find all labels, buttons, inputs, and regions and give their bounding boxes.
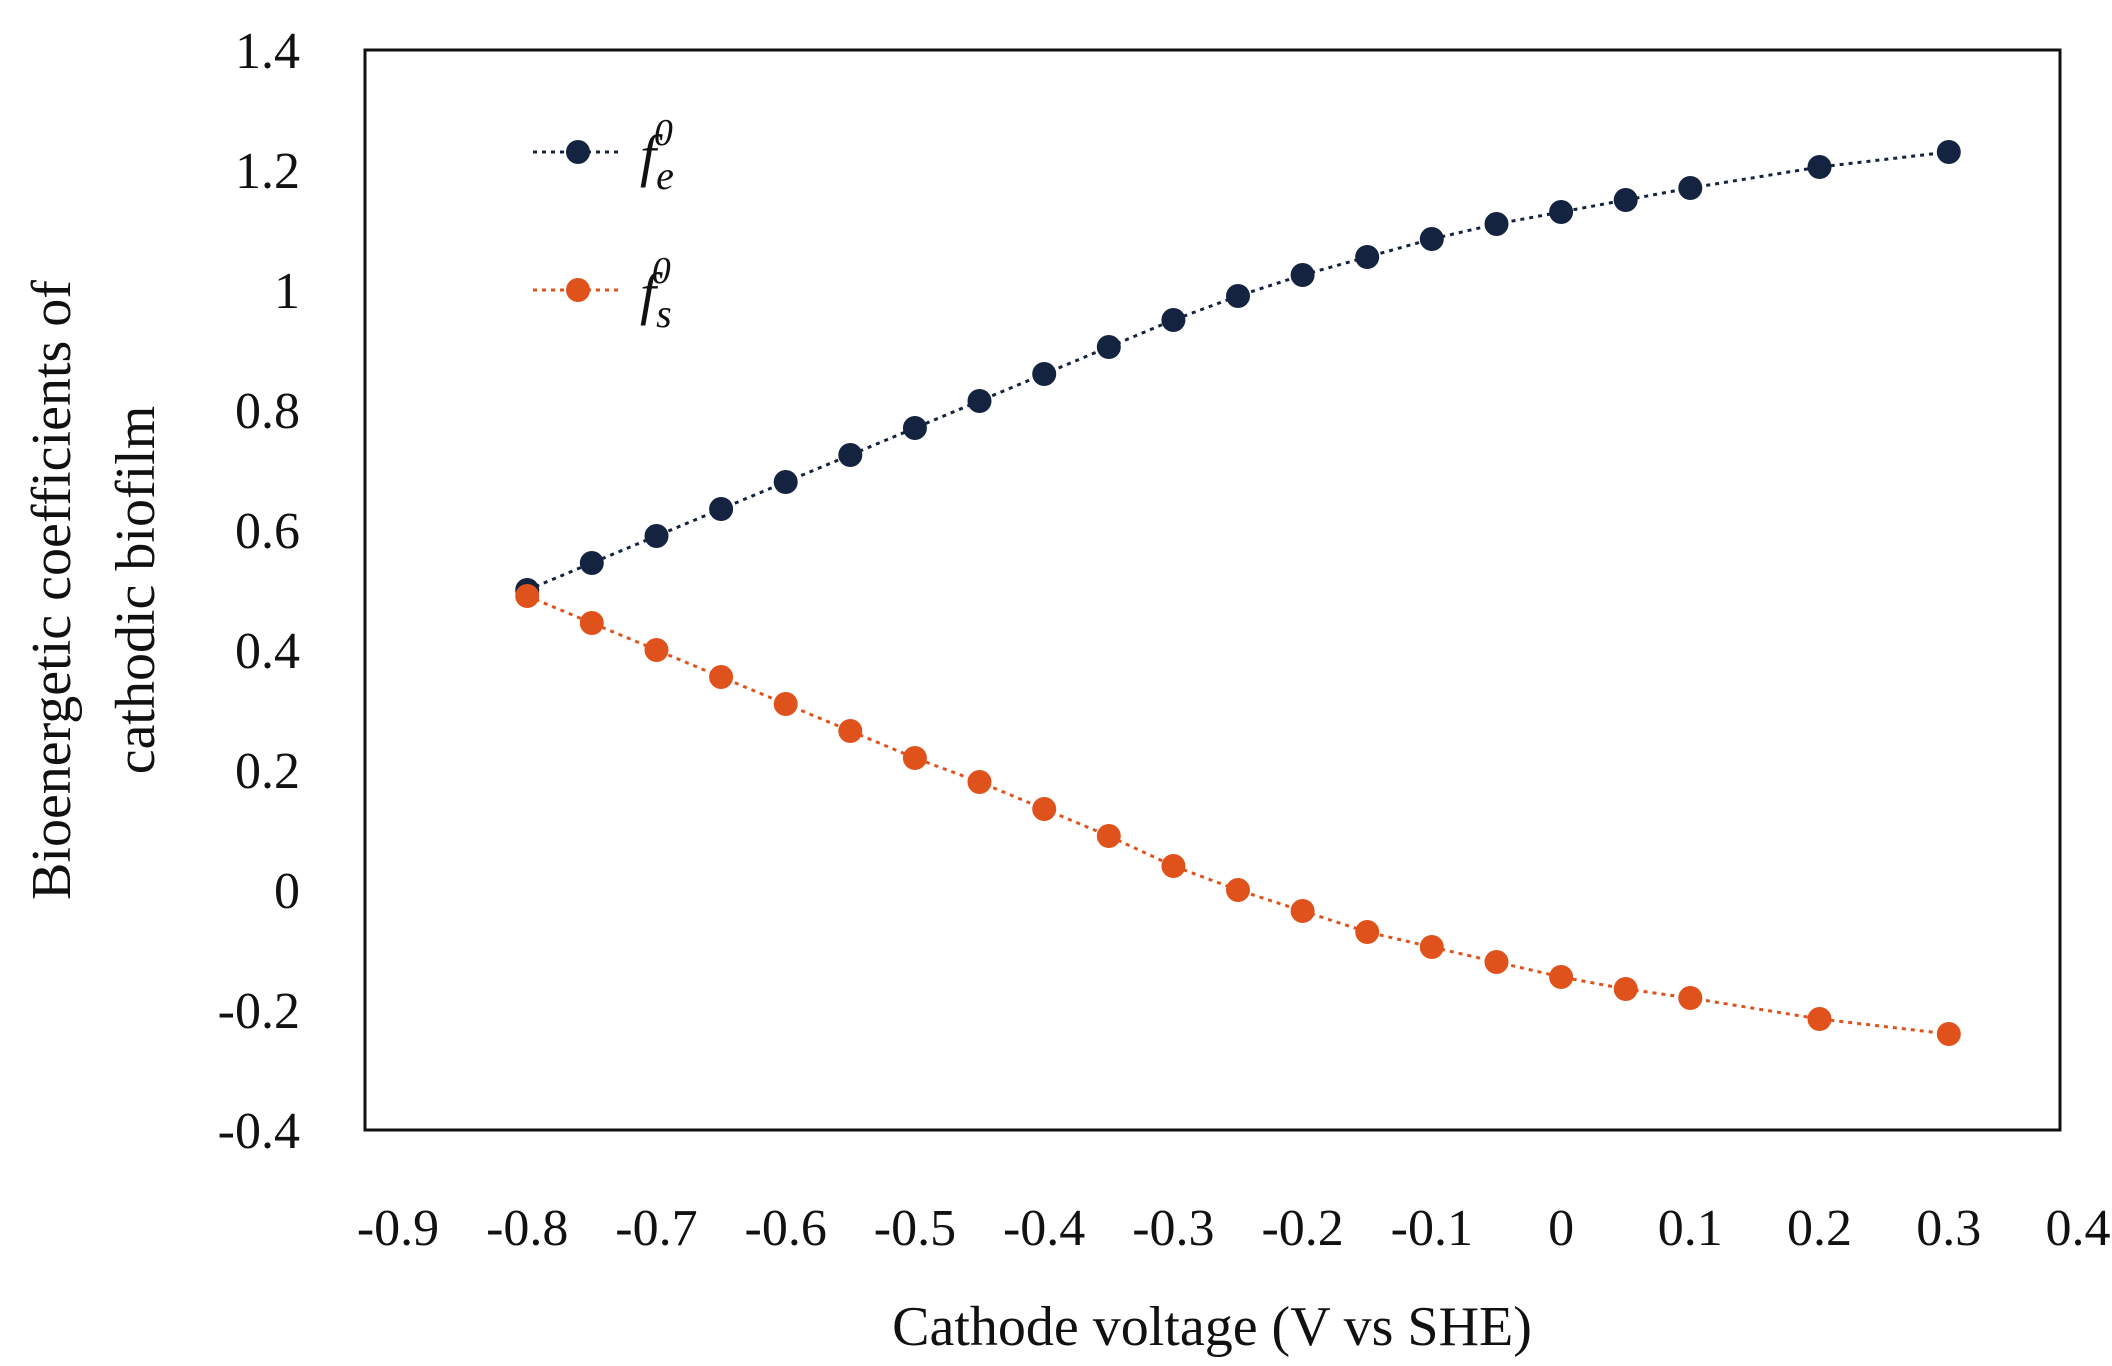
- series-line-fe0: [526, 150, 1949, 592]
- y-tick-label: 1.2: [235, 143, 300, 200]
- data-point-fs0: [579, 611, 604, 635]
- data-point-fe0: [579, 551, 604, 575]
- x-tick-label: -0.7: [615, 1200, 697, 1257]
- data-point-fs0: [1484, 950, 1509, 974]
- data-point-fe0: [1419, 227, 1444, 251]
- x-tick-label: -0.5: [874, 1200, 956, 1257]
- data-point-fs0: [1613, 977, 1638, 1001]
- data-point-fe0: [644, 524, 669, 548]
- data-point-fe0: [1355, 245, 1380, 269]
- data-point-fs0: [1678, 986, 1703, 1010]
- y-axis-title-line-2: cathodic biofilm: [105, 406, 167, 775]
- data-point-fe0: [709, 497, 734, 521]
- y-tick-label: 1.4: [235, 23, 300, 80]
- y-axis-ticks: -0.4 -0.2 0 0.2 0.4 0.6 0.8 1 1.2 1.4: [218, 23, 300, 1160]
- y-tick-label: 0.4: [235, 623, 300, 680]
- data-point-fe0: [1032, 362, 1057, 386]
- x-tick-label: 0.3: [1916, 1200, 1981, 1257]
- x-tick-label: 0.2: [1787, 1200, 1852, 1257]
- x-tick-label: -0.6: [745, 1200, 827, 1257]
- legend-item-fe: fe0: [533, 112, 674, 198]
- x-tick-label: 0.1: [1658, 1200, 1723, 1257]
- data-point-fe0: [1290, 263, 1315, 287]
- legend: fe0 fs0: [533, 112, 674, 336]
- series-fs0: [515, 584, 1961, 1046]
- x-tick-label: 0: [1548, 1200, 1574, 1257]
- x-tick-label: -0.9: [357, 1200, 439, 1257]
- data-point-fs0: [1290, 899, 1315, 923]
- data-point-fe0: [1484, 212, 1509, 236]
- y-axis-title: Bioenergetic coefficients of cathodic bi…: [21, 280, 167, 900]
- legend-marker-fe: [566, 140, 590, 164]
- legend-label-fs: fs0: [640, 250, 672, 336]
- y-tick-label: 0.6: [235, 503, 300, 560]
- x-tick-label: -0.2: [1261, 1200, 1343, 1257]
- data-point-fs0: [1096, 824, 1121, 848]
- x-tick-label: 0.4: [2046, 1200, 2111, 1257]
- y-tick-label: 0: [274, 863, 300, 920]
- legend-item-fs: fs0: [533, 250, 672, 336]
- data-point-fe0: [902, 416, 927, 440]
- data-point-fs0: [644, 638, 669, 662]
- series-layer: [515, 140, 1961, 1046]
- data-point-fs0: [1226, 878, 1250, 902]
- data-point-fe0: [773, 470, 798, 494]
- data-point-fs0: [1807, 1007, 1832, 1031]
- data-point-fe0: [1936, 140, 1961, 164]
- data-point-fs0: [838, 719, 863, 743]
- data-point-fs0: [773, 692, 798, 716]
- data-point-fe0: [1161, 308, 1186, 332]
- data-point-fs0: [1032, 797, 1057, 821]
- data-point-fe0: [967, 389, 992, 413]
- x-tick-label: -0.1: [1391, 1200, 1473, 1257]
- x-axis-title: Cathode voltage (V vs SHE): [892, 1296, 1532, 1358]
- data-point-fs0: [709, 665, 734, 689]
- data-point-fs0: [1936, 1022, 1961, 1046]
- data-point-fs0: [1419, 935, 1444, 959]
- data-point-fs0: [1549, 965, 1574, 989]
- data-point-fe0: [1613, 188, 1638, 212]
- y-tick-label: 1: [274, 263, 300, 320]
- data-point-fe0: [1096, 335, 1121, 359]
- y-axis-title-line-1: Bioenergetic coefficients of: [21, 280, 83, 900]
- plot-frame: [363, 48, 2062, 1132]
- y-tick-label: -0.2: [218, 983, 300, 1040]
- data-point-fs0: [902, 746, 927, 770]
- data-point-fe0: [1678, 176, 1703, 200]
- x-tick-label: -0.3: [1132, 1200, 1214, 1257]
- data-point-fs0: [967, 770, 992, 794]
- legend-marker-fs: [566, 278, 590, 302]
- legend-label-fe: fe0: [640, 112, 674, 198]
- x-axis-ticks: -0.9 -0.8 -0.7 -0.6 -0.5 -0.4 -0.3 -0.2 -0.1 0 0.1…: [357, 1200, 2111, 1257]
- series-fe0: [515, 140, 1961, 602]
- data-point-fe0: [838, 443, 863, 467]
- data-point-fs0: [1355, 920, 1380, 944]
- series-line-fs0: [526, 594, 1949, 1036]
- data-point-fs0: [1161, 854, 1186, 878]
- x-tick-label: -0.4: [1003, 1200, 1085, 1257]
- data-point-fe0: [1226, 284, 1250, 308]
- data-point-fe0: [1807, 155, 1832, 179]
- y-tick-label: 0.8: [235, 383, 300, 440]
- y-tick-label: -0.4: [218, 1103, 300, 1160]
- data-point-fe0: [1549, 200, 1574, 224]
- data-point-fs0: [515, 584, 540, 608]
- y-tick-label: 0.2: [235, 743, 300, 800]
- x-tick-label: -0.8: [486, 1200, 568, 1257]
